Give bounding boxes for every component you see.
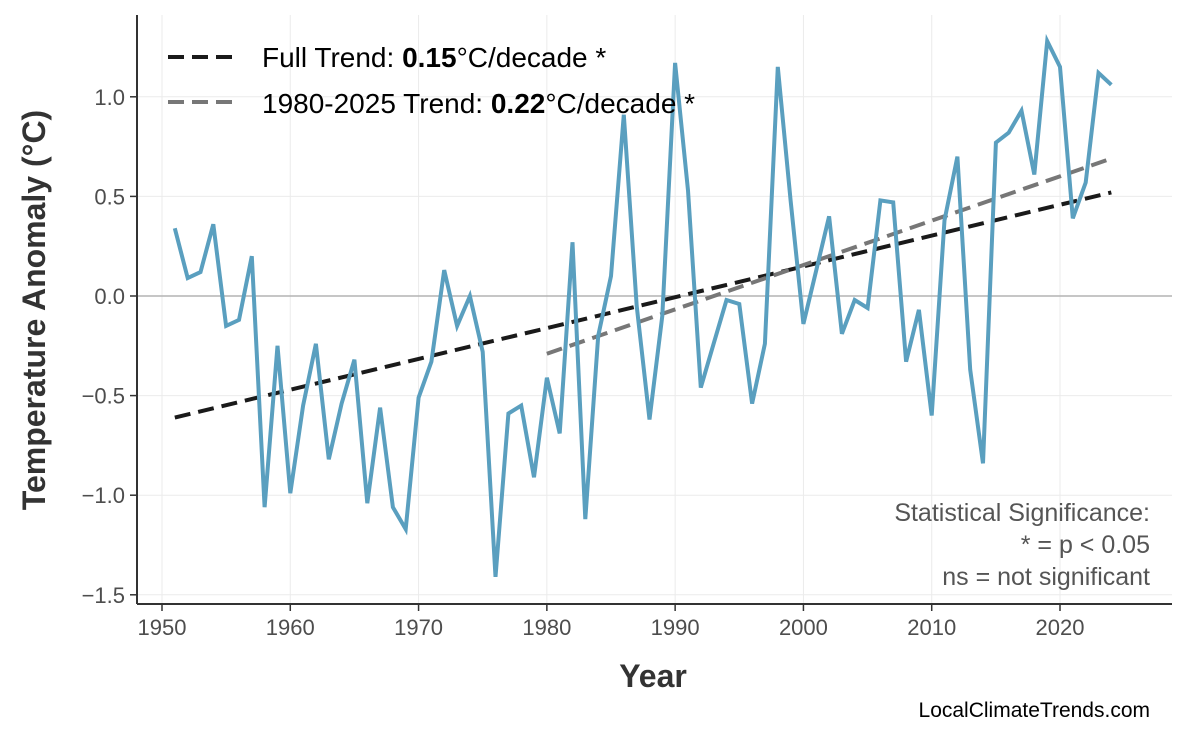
y-tick-label: 0.5 (94, 184, 125, 209)
legend-label: 1980-2025 Trend: (262, 88, 491, 119)
legend-unit: °C/decade * (545, 88, 695, 119)
x-tick-label: 1950 (138, 615, 187, 640)
x-axis-ticks: 1950 1960 1970 1980 1990 2000 2010 2020 (138, 604, 1085, 640)
legend: Full Trend: 0.15°C/decade * 1980-2025 Tr… (168, 42, 695, 119)
legend-value: 0.15 (402, 42, 457, 73)
annotation-line: * = p < 0.05 (1021, 531, 1150, 559)
y-tick-label: −1.5 (82, 583, 125, 608)
legend-label: Full Trend: (262, 42, 402, 73)
annotation-line: ns = not significant (942, 563, 1150, 591)
legend-value: 0.22 (491, 88, 546, 119)
x-axis-label: Year (619, 658, 687, 694)
legend-unit: °C/decade * (457, 42, 607, 73)
x-tick-label: 1980 (522, 615, 571, 640)
y-tick-label: 1.0 (94, 85, 125, 110)
x-tick-label: 2000 (779, 615, 828, 640)
trend-lines (174, 156, 1112, 420)
legend-entry-1980-2025-trend: 1980-2025 Trend: 0.22°C/decade * (262, 88, 695, 119)
x-tick-label: 2020 (1036, 615, 1085, 640)
axes (136, 15, 1172, 605)
annotation-line: Statistical Significance: (894, 499, 1150, 527)
x-tick-label: 2010 (907, 615, 956, 640)
y-axis-label: Temperature Anomaly (°C) (16, 110, 52, 510)
x-tick-label: 1970 (394, 615, 443, 640)
watermark: LocalClimateTrends.com (919, 699, 1150, 722)
series-line-temperature-anomaly (172, 33, 1113, 578)
y-tick-label: −0.5 (82, 384, 125, 409)
x-tick-label: 1960 (266, 615, 315, 640)
trend-line-full (174, 190, 1112, 420)
significance-annotation: Statistical Significance: * = p < 0.05 n… (894, 499, 1150, 591)
x-tick-label: 1990 (651, 615, 700, 640)
y-tick-label: −1.0 (82, 483, 125, 508)
trend-line-1980-2025 (546, 156, 1112, 356)
y-tick-label: 0.0 (94, 284, 125, 309)
y-axis-ticks: −1.5 −1.0 −0.5 0.0 0.5 1.0 (82, 85, 137, 608)
legend-entry-full-trend: Full Trend: 0.15°C/decade * (262, 42, 606, 73)
